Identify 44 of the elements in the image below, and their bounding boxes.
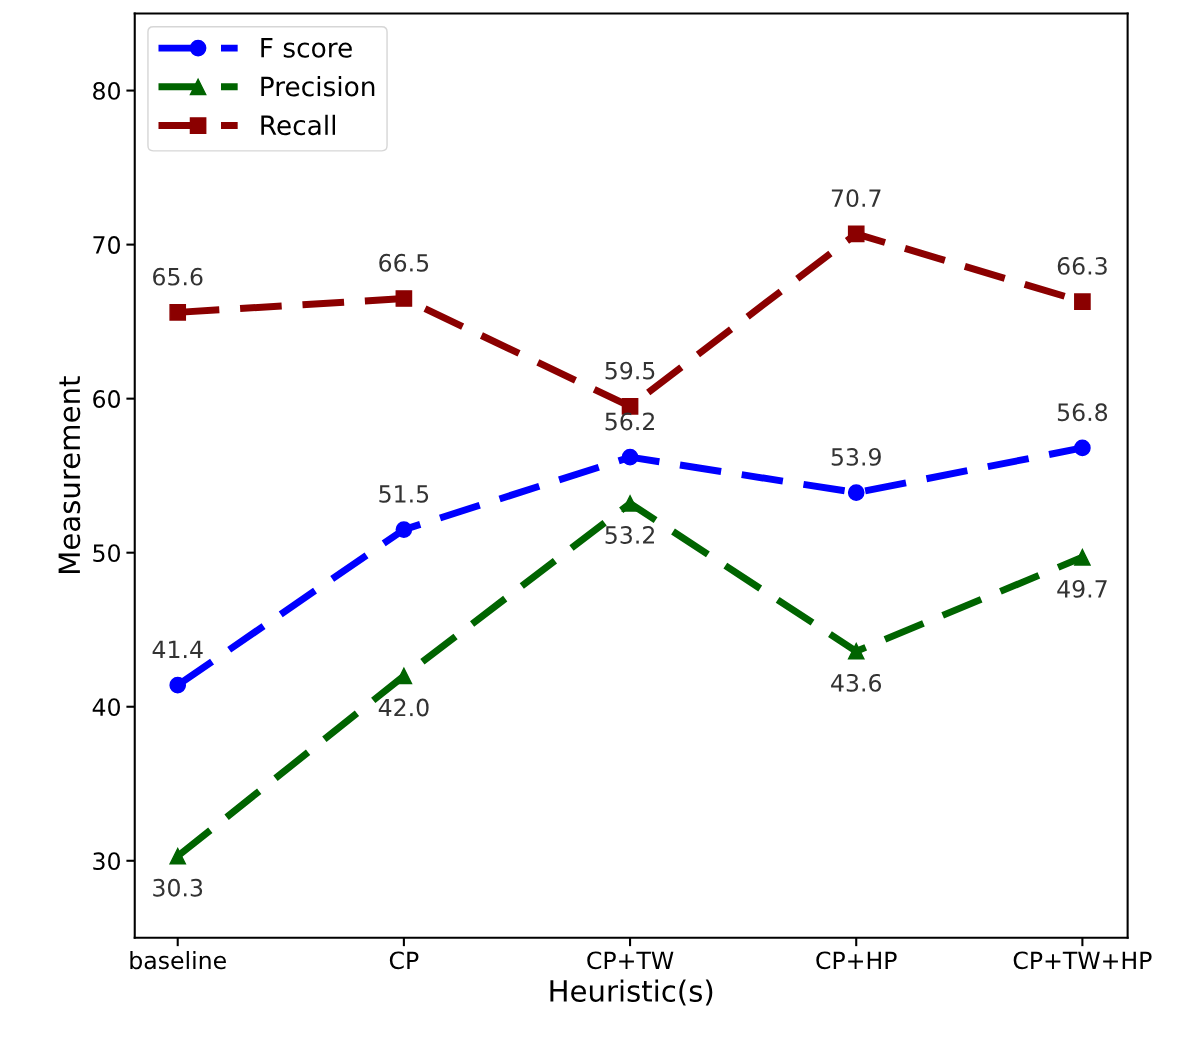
- y-tick-label: 60: [93, 390, 120, 408]
- y-tick-label: 40: [92, 698, 120, 717]
- y-tick-label: 30: [93, 852, 120, 871]
- y-tick-label: 50: [93, 544, 120, 562]
- data-label: 66.3: [1057, 256, 1107, 275]
- data-label: 56.8: [1057, 403, 1108, 422]
- point: [847, 642, 865, 660]
- data-label: 51.5: [379, 485, 429, 503]
- point: [847, 484, 865, 501]
- point: [621, 448, 639, 466]
- x-tick-label: CP+HP: [816, 951, 897, 970]
- data-label: 42.0: [378, 698, 429, 717]
- y-axis-title: Measurement: [58, 376, 81, 573]
- point: [1074, 439, 1091, 457]
- data-label: 49.7: [1057, 579, 1107, 598]
- legend-label: Recall: [261, 114, 336, 136]
- point: [395, 521, 413, 538]
- point: [169, 676, 187, 694]
- point: [1074, 548, 1091, 566]
- legend-label: Precision: [261, 76, 375, 97]
- x-axis-title: Heuristic(s): [550, 979, 713, 1006]
- data-label: 53.2: [605, 526, 654, 544]
- point: [1074, 293, 1091, 310]
- y-tick-label: 80: [93, 82, 120, 100]
- x-tick-label: CP: [389, 951, 419, 970]
- point: [395, 290, 413, 307]
- point: [621, 495, 639, 512]
- data-label: 41.4: [152, 640, 203, 659]
- data-label: 65.6: [153, 267, 203, 286]
- point: [169, 304, 187, 321]
- y-tick-label: 70: [93, 236, 120, 254]
- data-label: 56.2: [605, 412, 654, 431]
- data-label: 59.5: [605, 361, 655, 380]
- point: [847, 225, 865, 243]
- x-tick-label: CP+TW+HP: [1013, 951, 1152, 970]
- data-label: 66.5: [379, 253, 429, 272]
- legend-label: F score: [261, 38, 352, 58]
- x-tick-label: baseline: [130, 950, 226, 970]
- data-label: 53.9: [831, 447, 881, 466]
- x-tick-label: CP+TW: [587, 951, 674, 970]
- data-label: 70.7: [831, 189, 881, 208]
- point: [169, 847, 187, 865]
- data-label: 30.3: [153, 878, 203, 897]
- data-label: 43.6: [831, 673, 882, 692]
